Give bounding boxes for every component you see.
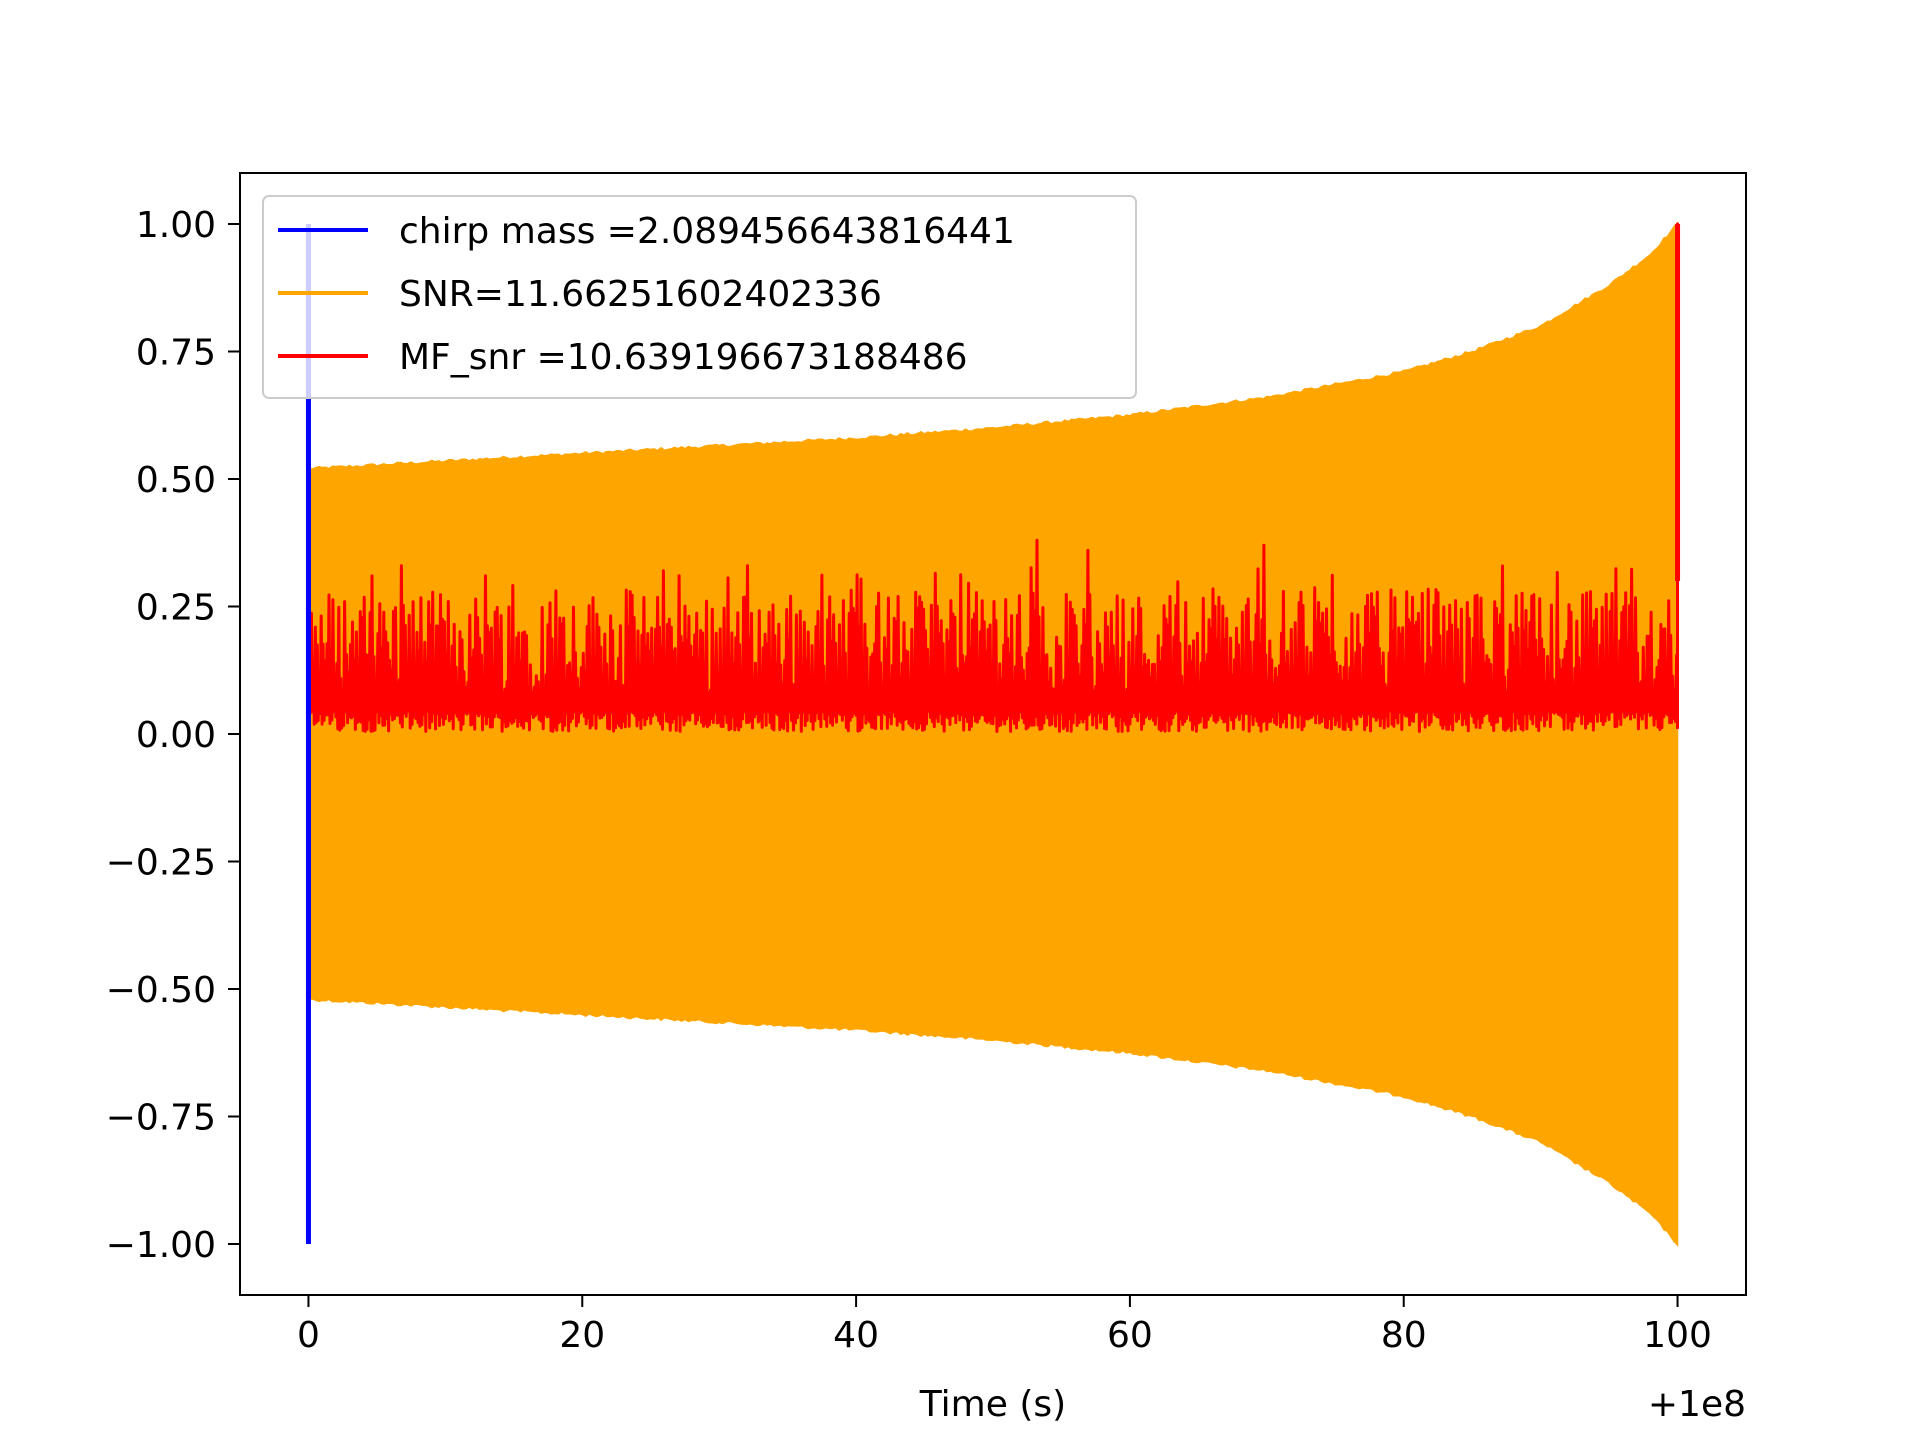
y-tick-label: −0.50 xyxy=(106,970,216,1011)
legend-label: MF_snr =10.639196673188486 xyxy=(399,337,968,378)
y-tick-label: 1.00 xyxy=(136,205,216,246)
series-mf-snr-line xyxy=(307,222,1679,733)
x-tick-label: 60 xyxy=(1107,1315,1153,1356)
y-tick-label: 0.75 xyxy=(136,333,216,374)
legend-label: chirp mass =2.089456643816441 xyxy=(399,211,1015,252)
x-axis-label: Time (s) xyxy=(919,1384,1066,1425)
y-axis: 1.00 0.75 0.50 0.25 0.00 −0.25 −0.50 −0.75 −1.00 xyxy=(106,205,240,1266)
plot-area xyxy=(305,221,1681,1247)
legend-label: SNR=11.66251602402336 xyxy=(399,274,882,315)
y-tick-label: −0.25 xyxy=(106,843,216,884)
legend: chirp mass =2.089456643816441 SNR=11.6625… xyxy=(262,195,1137,399)
y-tick-label: −0.75 xyxy=(106,1098,216,1139)
x-tick-label: 0 xyxy=(297,1315,320,1356)
x-axis: 0 20 40 60 80 100 xyxy=(297,1295,1712,1356)
x-tick-label: 20 xyxy=(559,1315,605,1356)
legend-box xyxy=(262,195,1137,399)
y-tick-label: 0.00 xyxy=(136,715,216,756)
x-tick-label: 80 xyxy=(1381,1315,1427,1356)
y-tick-label: 0.25 xyxy=(136,588,216,629)
x-tick-label: 100 xyxy=(1643,1315,1712,1356)
x-tick-label: 40 xyxy=(833,1315,879,1356)
y-tick-label: −1.00 xyxy=(106,1225,216,1266)
y-tick-label: 0.50 xyxy=(136,460,216,501)
x-axis-offset-label: +1e8 xyxy=(1648,1384,1746,1425)
series-snr-envelope xyxy=(307,221,1679,1247)
